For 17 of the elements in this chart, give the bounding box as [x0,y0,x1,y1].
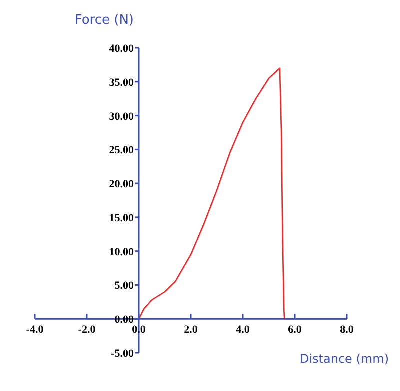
y-tick-label: 40.00 [109,43,134,55]
y-tick-label: 20.00 [109,178,134,191]
y-tick-label: 15.00 [109,212,134,224]
y-tick-label: 5.00 [114,280,134,292]
x-tick-label: 4.0 [236,324,250,336]
x-tick-label: 6.0 [288,324,302,336]
x-axis-title: Distance (mm) [300,352,389,366]
y-tick-label: -5.00 [111,348,134,360]
y-tick-label: 30.00 [109,110,134,123]
y-axis-title: Force (N) [74,13,134,28]
x-tick-label: 2.0 [184,324,198,336]
y-tick-label: 10.00 [109,246,134,258]
y-tick-label: 35.00 [109,76,134,89]
x-tick-label: -4.0 [26,324,44,336]
x-tick-label: -2.0 [78,324,96,336]
y-tick-label: 25.00 [109,144,134,157]
x-tick-label: 8.0 [340,324,354,336]
